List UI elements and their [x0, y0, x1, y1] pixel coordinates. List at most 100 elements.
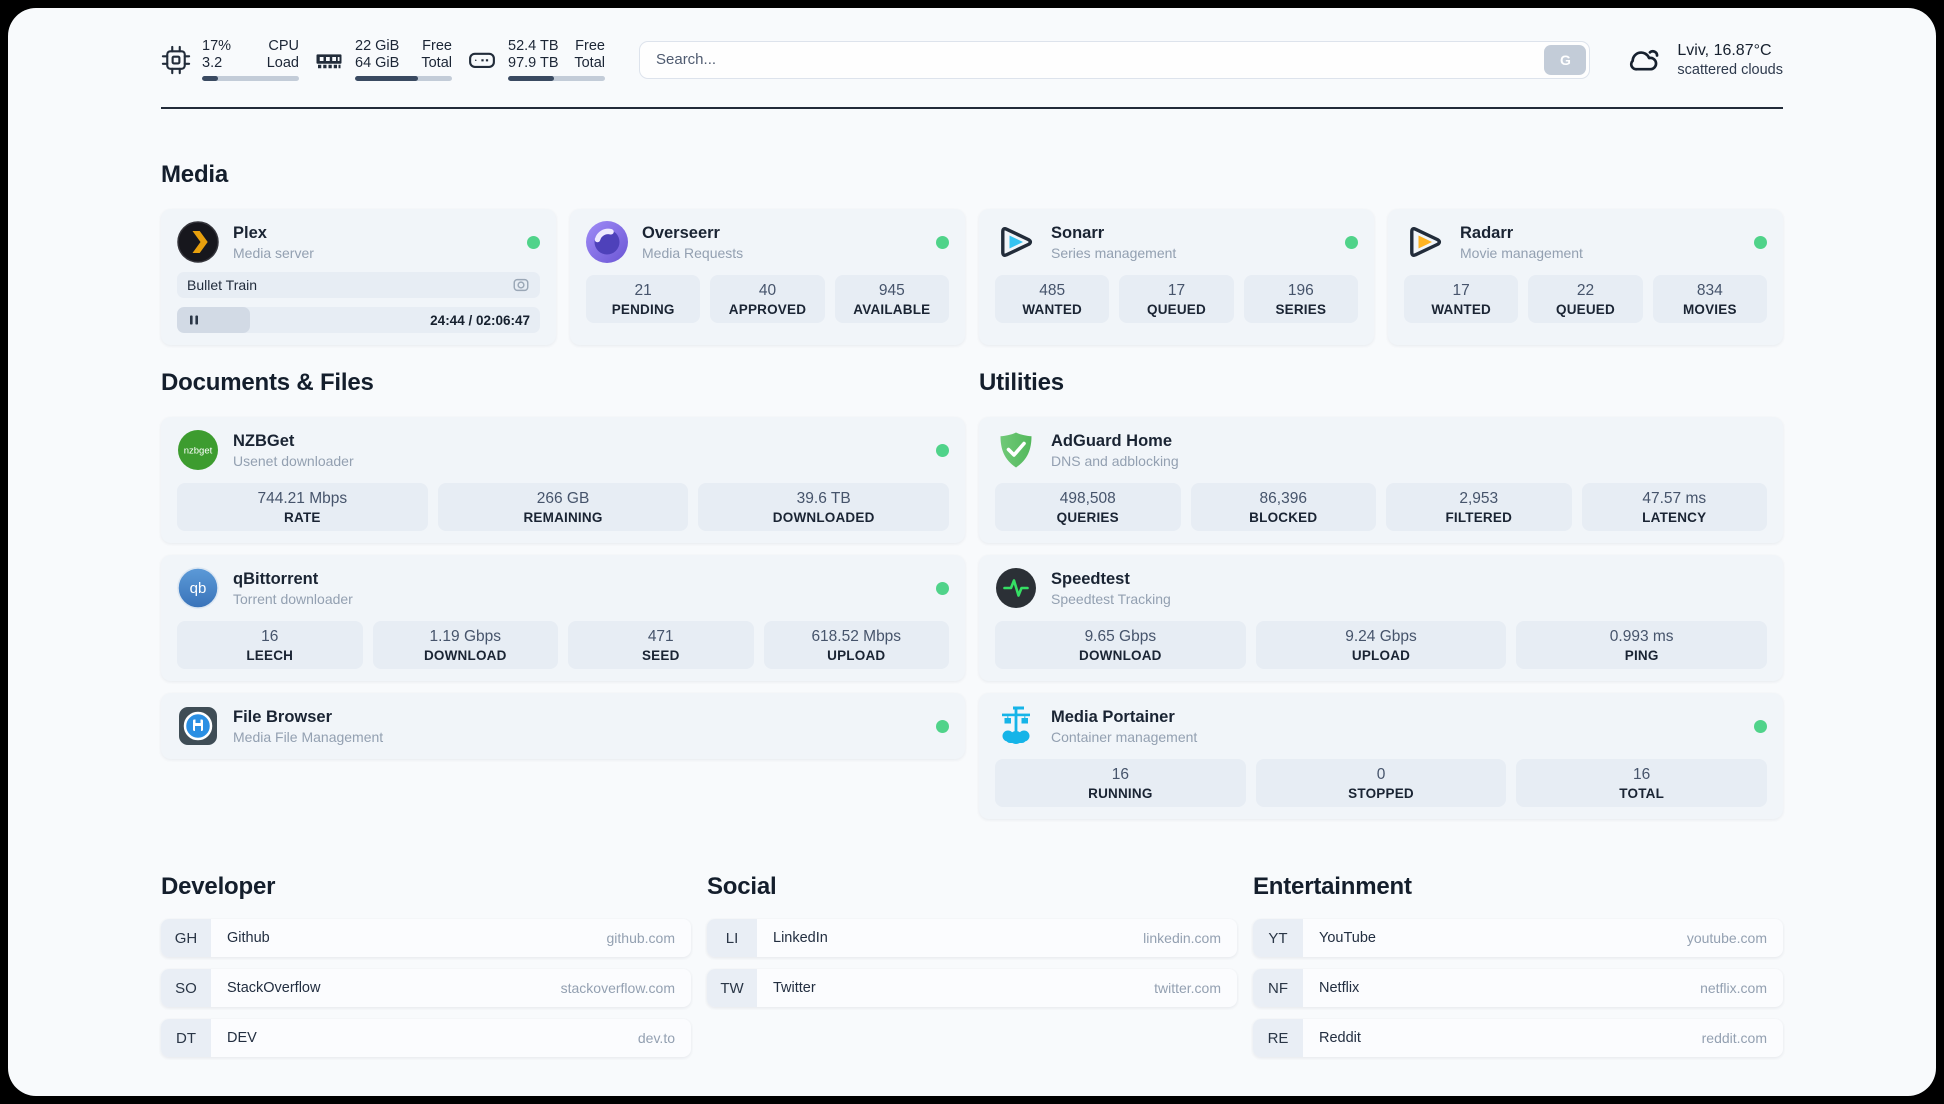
app-card-header: Overseerr Media Requests [586, 221, 949, 263]
stat-box-rate: 744.21 Mbps RATE [177, 483, 428, 531]
search-engine-button[interactable]: G [1544, 44, 1587, 75]
app-card-titles: qBittorrent Torrent downloader [233, 569, 353, 608]
app-card-media-portainer[interactable]: Media Portainer Container management 16 RUN… [979, 693, 1783, 819]
stat-label: LATENCY [1642, 510, 1707, 525]
system-stats: 17% CPU 3.2 Load 22 GiB Free 64 GiB Total 52.4 T… [161, 38, 605, 81]
app-card-nzbget[interactable]: nzbget NZBGet Usenet downloader 744.21 Mbps… [161, 417, 965, 543]
stat-value: 86,396 [1259, 490, 1307, 507]
bookmark-url: dev.to [637, 1030, 675, 1046]
section-utilities: Utilities AdGuard Home DNS and adblocking… [979, 369, 1783, 819]
stat-value: 9.65 Gbps [1084, 628, 1157, 645]
stat-label: RATE [284, 510, 321, 525]
pause-icon[interactable] [187, 313, 201, 327]
app-card-speedtest[interactable]: Speedtest Speedtest Tracking 9.65 Gbps DOWN… [979, 555, 1783, 681]
app-card-plex[interactable]: Plex Media server Bullet Train 24:44 / 02:0… [161, 209, 556, 345]
stat-label: LEECH [246, 648, 294, 663]
bookmark-abbr-badge: LI [707, 919, 757, 957]
app-card-titles: File Browser Media File Management [233, 707, 383, 746]
app-title: Speedtest [1051, 569, 1130, 588]
stat-label: WANTED [1022, 302, 1083, 317]
app-subtitle: Movie management [1460, 244, 1583, 261]
app-card-titles: Radarr Movie management [1460, 223, 1583, 262]
app-subtitle: Speedtest Tracking [1051, 590, 1171, 607]
search-input[interactable] [639, 40, 1591, 79]
bookmark-link-reddit[interactable]: RE Reddit reddit.com [1253, 1019, 1783, 1057]
media-card-grid: Plex Media server Bullet Train 24:44 / 02:0… [161, 209, 1783, 345]
system-stat-values: 17% CPU 3.2 Load [202, 38, 299, 81]
app-stats-row: 21 PENDING 40 APPROVED 945 AVAILABLE [586, 275, 949, 323]
weather-widget: Lviv, 16.87°C scattered clouds [1624, 41, 1783, 79]
stat-box-approved: 40 APPROVED [710, 275, 825, 323]
section-media: Media Plex Media server Bullet Train 24:44 … [161, 161, 1783, 345]
app-title: File Browser [233, 707, 333, 726]
bookmark-abbr-badge: DT [161, 1019, 211, 1057]
playback-progress-fill [177, 307, 250, 333]
stat-box-downloaded: 39.6 TB DOWNLOADED [698, 483, 950, 531]
bookmark-link-linkedin[interactable]: LI LinkedIn linkedin.com [707, 919, 1237, 957]
online-status-dot [1754, 235, 1767, 249]
stat-value: 498,508 [1059, 490, 1116, 507]
system-stat-row: 97.9 TB Total [508, 55, 605, 72]
system-stat-row: 52.4 TB Free [508, 38, 605, 55]
system-stat-progress-fill [202, 76, 219, 81]
app-card-header: Speedtest Speedtest Tracking [995, 567, 1767, 609]
sonarr-icon [995, 221, 1037, 263]
stat-box-running: 16 RUNNING [995, 759, 1246, 807]
stat-box-queued: 22 QUEUED [1528, 275, 1643, 323]
system-stat-values: 52.4 TB Free 97.9 TB Total [508, 38, 605, 81]
playback-progress-bar[interactable]: 24:44 / 02:06:47 [177, 307, 540, 333]
stat-box-ping: 0.993 ms PING [1516, 621, 1768, 669]
app-card-sonarr[interactable]: Sonarr Series management 485 WANTED 17 QUEUED… [979, 209, 1374, 345]
app-card-radarr[interactable]: Radarr Movie management 17 WANTED 22 QUEUED 83… [1388, 209, 1783, 345]
app-title: Radarr [1460, 223, 1514, 242]
bookmark-name: YouTube [1319, 930, 1376, 946]
app-subtitle: Media Requests [642, 244, 744, 261]
stat-label: DOWNLOAD [1079, 648, 1162, 663]
system-stat-label: Load [266, 55, 299, 71]
stat-box-download: 9.65 Gbps DOWNLOAD [995, 621, 1246, 669]
app-card-overseerr[interactable]: Overseerr Media Requests 21 PENDING 40 APPROV… [570, 209, 965, 345]
stat-box-filtered: 2,953 FILTERED [1386, 483, 1572, 531]
stat-label: DOWNLOAD [423, 648, 507, 663]
bookmark-name: DEV [227, 1030, 257, 1046]
bookmark-link-stackoverflow[interactable]: SO StackOverflow stackoverflow.com [161, 969, 691, 1007]
bookmark-name: LinkedIn [773, 930, 828, 946]
app-card-adguard-home[interactable]: AdGuard Home DNS and adblocking 498,508 QUE… [979, 417, 1783, 543]
app-title: Overseerr [642, 223, 720, 242]
bookmark-link-dev[interactable]: DT DEV dev.to [161, 1019, 691, 1057]
app-card-titles: Media Portainer Container management [1051, 707, 1197, 746]
bookmark-url: netflix.com [1700, 980, 1767, 996]
app-card-header: File Browser Media File Management [177, 705, 949, 747]
app-card-titles: Overseerr Media Requests [642, 223, 743, 262]
section-title-entertainment: Entertainment [1253, 873, 1412, 900]
stat-label: PING [1624, 648, 1659, 663]
app-stats-row: 498,508 QUERIES 86,396 BLOCKED 2,953 FILTERED… [995, 483, 1767, 531]
stat-value: 16 [1111, 766, 1129, 783]
stat-value: 471 [647, 628, 674, 645]
top-bar: 17% CPU 3.2 Load 22 GiB Free 64 GiB Total 52.4 T… [161, 8, 1783, 81]
section-title-utilities: Utilities [979, 369, 1064, 396]
app-card-qbittorrent[interactable]: qb qBittorrent Torrent downloader 16 LEECH 1.… [161, 555, 965, 681]
online-status-dot [1345, 235, 1358, 249]
app-stats-row: 17 WANTED 22 QUEUED 834 MOVIES [1404, 275, 1767, 323]
app-stats-row: 16 LEECH 1.19 Gbps DOWNLOAD 471 SEED 618.52 Mb… [177, 621, 949, 669]
middle-columns: Documents & Files nzbget NZBGet Usenet dow… [161, 369, 1783, 819]
section-title-social: Social [707, 873, 777, 900]
bookmark-link-netflix[interactable]: NF Netflix netflix.com [1253, 969, 1783, 1007]
bookmark-abbr-badge: TW [707, 969, 757, 1007]
stat-value: 744.21 Mbps [257, 490, 348, 507]
app-card-titles: AdGuard Home DNS and adblocking [1051, 431, 1179, 470]
bookmark-link-youtube[interactable]: YT YouTube youtube.com [1253, 919, 1783, 957]
bookmark-url: linkedin.com [1143, 930, 1221, 946]
app-card-file-browser[interactable]: File Browser Media File Management [161, 693, 965, 759]
filebrowser-icon [177, 705, 219, 747]
bookmark-sections: Developer GH Github github.com SO StackOverfl… [161, 873, 1783, 1057]
stat-value: 0 [1376, 766, 1386, 783]
nzbget-icon: nzbget [177, 429, 219, 471]
stat-label: TOTAL [1619, 786, 1665, 801]
stat-label: DOWNLOADED [772, 510, 875, 525]
stat-value: 21 [634, 282, 652, 299]
bookmark-link-twitter[interactable]: TW Twitter twitter.com [707, 969, 1237, 1007]
camera-icon[interactable] [512, 276, 530, 294]
bookmark-link-github[interactable]: GH Github github.com [161, 919, 691, 957]
